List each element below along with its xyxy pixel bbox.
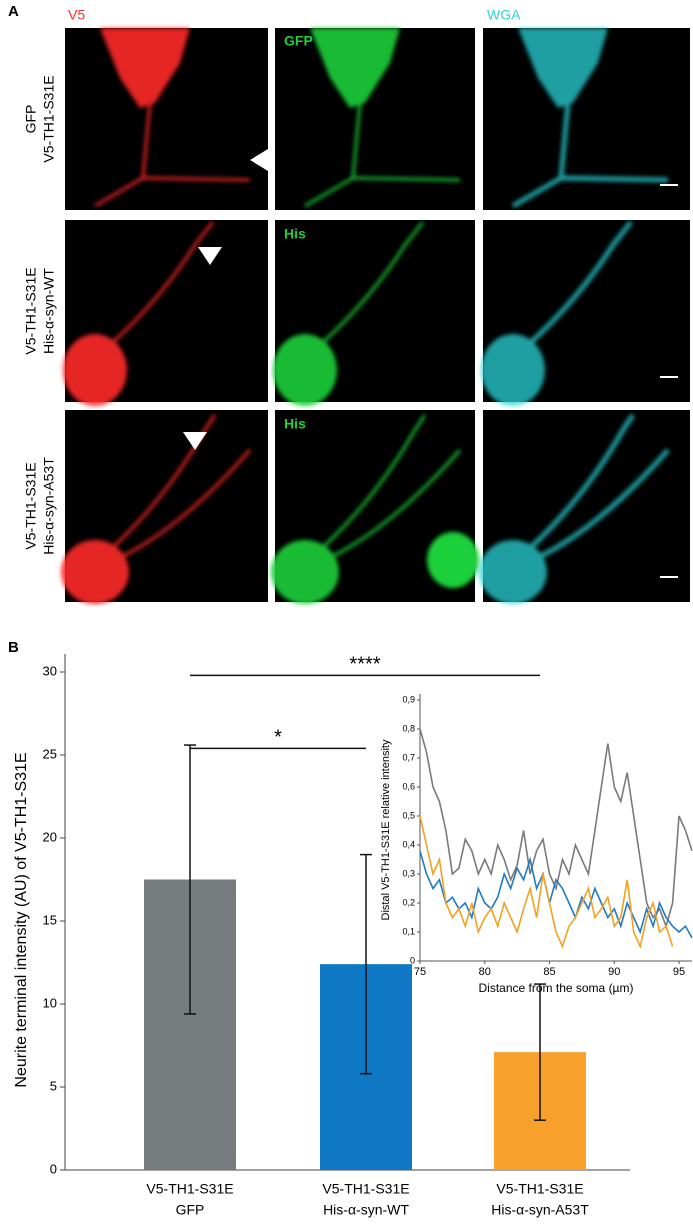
x-tick-label: 80 bbox=[479, 966, 491, 978]
line-series bbox=[419, 728, 693, 929]
y-tick-label: 0,1 bbox=[402, 926, 415, 936]
y-tick-label: 0,8 bbox=[402, 723, 415, 733]
x-tick-label: V5-TH1-S31E bbox=[146, 1181, 233, 1197]
x-tick-label: 95 bbox=[673, 966, 685, 978]
channel-label: His bbox=[284, 226, 306, 242]
cell-body bbox=[479, 540, 547, 604]
x-tick-label: His-α-syn-A53T bbox=[491, 1202, 589, 1218]
panel-label: B bbox=[8, 639, 19, 656]
x-tick-label: His-α-syn-WT bbox=[323, 1202, 409, 1218]
cell bbox=[94, 28, 251, 208]
cell bbox=[511, 28, 669, 209]
y-tick-label: 10 bbox=[43, 995, 57, 1010]
line-series bbox=[419, 850, 693, 939]
y-tick-label: 0,4 bbox=[402, 839, 415, 849]
micrograph bbox=[271, 410, 479, 604]
micrograph bbox=[483, 28, 690, 210]
y-tick-label: 20 bbox=[43, 829, 57, 844]
y-tick-label: 0,9 bbox=[402, 694, 415, 704]
significance-label: * bbox=[274, 727, 282, 749]
y-axis-label: Distal V5-TH1-S31E relative intensity bbox=[380, 739, 392, 920]
cell-body bbox=[427, 532, 479, 588]
micrograph bbox=[61, 410, 268, 604]
x-tick-label: 75 bbox=[414, 966, 426, 978]
significance-label: **** bbox=[349, 654, 380, 676]
channel-label: V5 bbox=[68, 7, 85, 23]
y-tick-label: 0 bbox=[410, 955, 415, 965]
y-tick-label: 0,6 bbox=[402, 781, 415, 791]
y-tick-label: 30 bbox=[43, 663, 57, 678]
y-tick-label: 0,5 bbox=[402, 810, 415, 820]
cell-body bbox=[481, 334, 545, 406]
cell-body bbox=[271, 540, 339, 604]
cell bbox=[63, 221, 215, 406]
micrograph bbox=[65, 28, 268, 210]
y-tick-label: 0 bbox=[50, 1161, 57, 1176]
y-tick-label: 0,2 bbox=[402, 897, 415, 907]
row-label: GFP bbox=[23, 105, 39, 134]
cell-body bbox=[63, 334, 127, 406]
x-tick-label: 90 bbox=[608, 966, 620, 978]
micrograph bbox=[273, 220, 475, 406]
row-label: V5-TH1-S31E bbox=[23, 462, 39, 549]
x-tick-label: V5-TH1-S31E bbox=[496, 1181, 583, 1197]
x-tick-label: V5-TH1-S31E bbox=[322, 1181, 409, 1197]
y-tick-label: 0,7 bbox=[402, 752, 415, 762]
micrograph bbox=[479, 410, 690, 604]
channel-label: GFP bbox=[284, 33, 313, 49]
neurite bbox=[526, 413, 636, 552]
line-series bbox=[419, 815, 674, 950]
cell-body bbox=[273, 334, 337, 406]
y-tick-label: 0,3 bbox=[402, 868, 415, 878]
neurite bbox=[531, 448, 670, 563]
row-label: V5-TH1-S31E bbox=[41, 75, 57, 162]
x-tick-label: GFP bbox=[176, 1202, 205, 1218]
row-label: His-α-syn-A53T bbox=[41, 457, 57, 555]
neurite bbox=[318, 221, 425, 347]
neurite bbox=[94, 102, 251, 208]
micrograph bbox=[275, 28, 475, 210]
neurite bbox=[324, 449, 462, 562]
neurite bbox=[511, 102, 669, 209]
cell-body bbox=[310, 28, 400, 108]
cell bbox=[271, 414, 462, 604]
neurite bbox=[114, 449, 252, 562]
channel-label: WGA bbox=[487, 7, 521, 23]
micrograph bbox=[481, 220, 690, 406]
neurite bbox=[304, 102, 461, 208]
x-axis-label: Distance from the soma (µm) bbox=[479, 981, 634, 995]
arrowhead bbox=[198, 247, 222, 265]
y-axis-label: Neurite terminal intensity (AU) of V5-TH… bbox=[13, 752, 30, 1087]
cell-body bbox=[61, 540, 129, 604]
neurite bbox=[526, 220, 633, 347]
cell bbox=[479, 413, 670, 604]
x-tick-label: 85 bbox=[543, 966, 555, 978]
cell-body bbox=[518, 28, 608, 108]
neurite bbox=[318, 414, 427, 552]
cell bbox=[481, 220, 633, 406]
neurite bbox=[108, 221, 215, 347]
y-tick-label: 15 bbox=[43, 912, 57, 927]
micrograph bbox=[63, 220, 268, 406]
cell bbox=[304, 28, 461, 208]
panel-label: A bbox=[8, 3, 19, 20]
row-label: V5-TH1-S31E bbox=[23, 267, 39, 354]
row-label: His-α-syn-WT bbox=[41, 268, 57, 354]
cell bbox=[273, 221, 425, 406]
cell-body bbox=[100, 28, 190, 108]
arrowhead bbox=[250, 149, 268, 171]
y-tick-label: 25 bbox=[43, 746, 57, 761]
channel-label: His bbox=[284, 416, 306, 432]
arrowhead bbox=[183, 432, 207, 450]
cell bbox=[61, 414, 252, 604]
y-tick-label: 5 bbox=[50, 1078, 57, 1093]
